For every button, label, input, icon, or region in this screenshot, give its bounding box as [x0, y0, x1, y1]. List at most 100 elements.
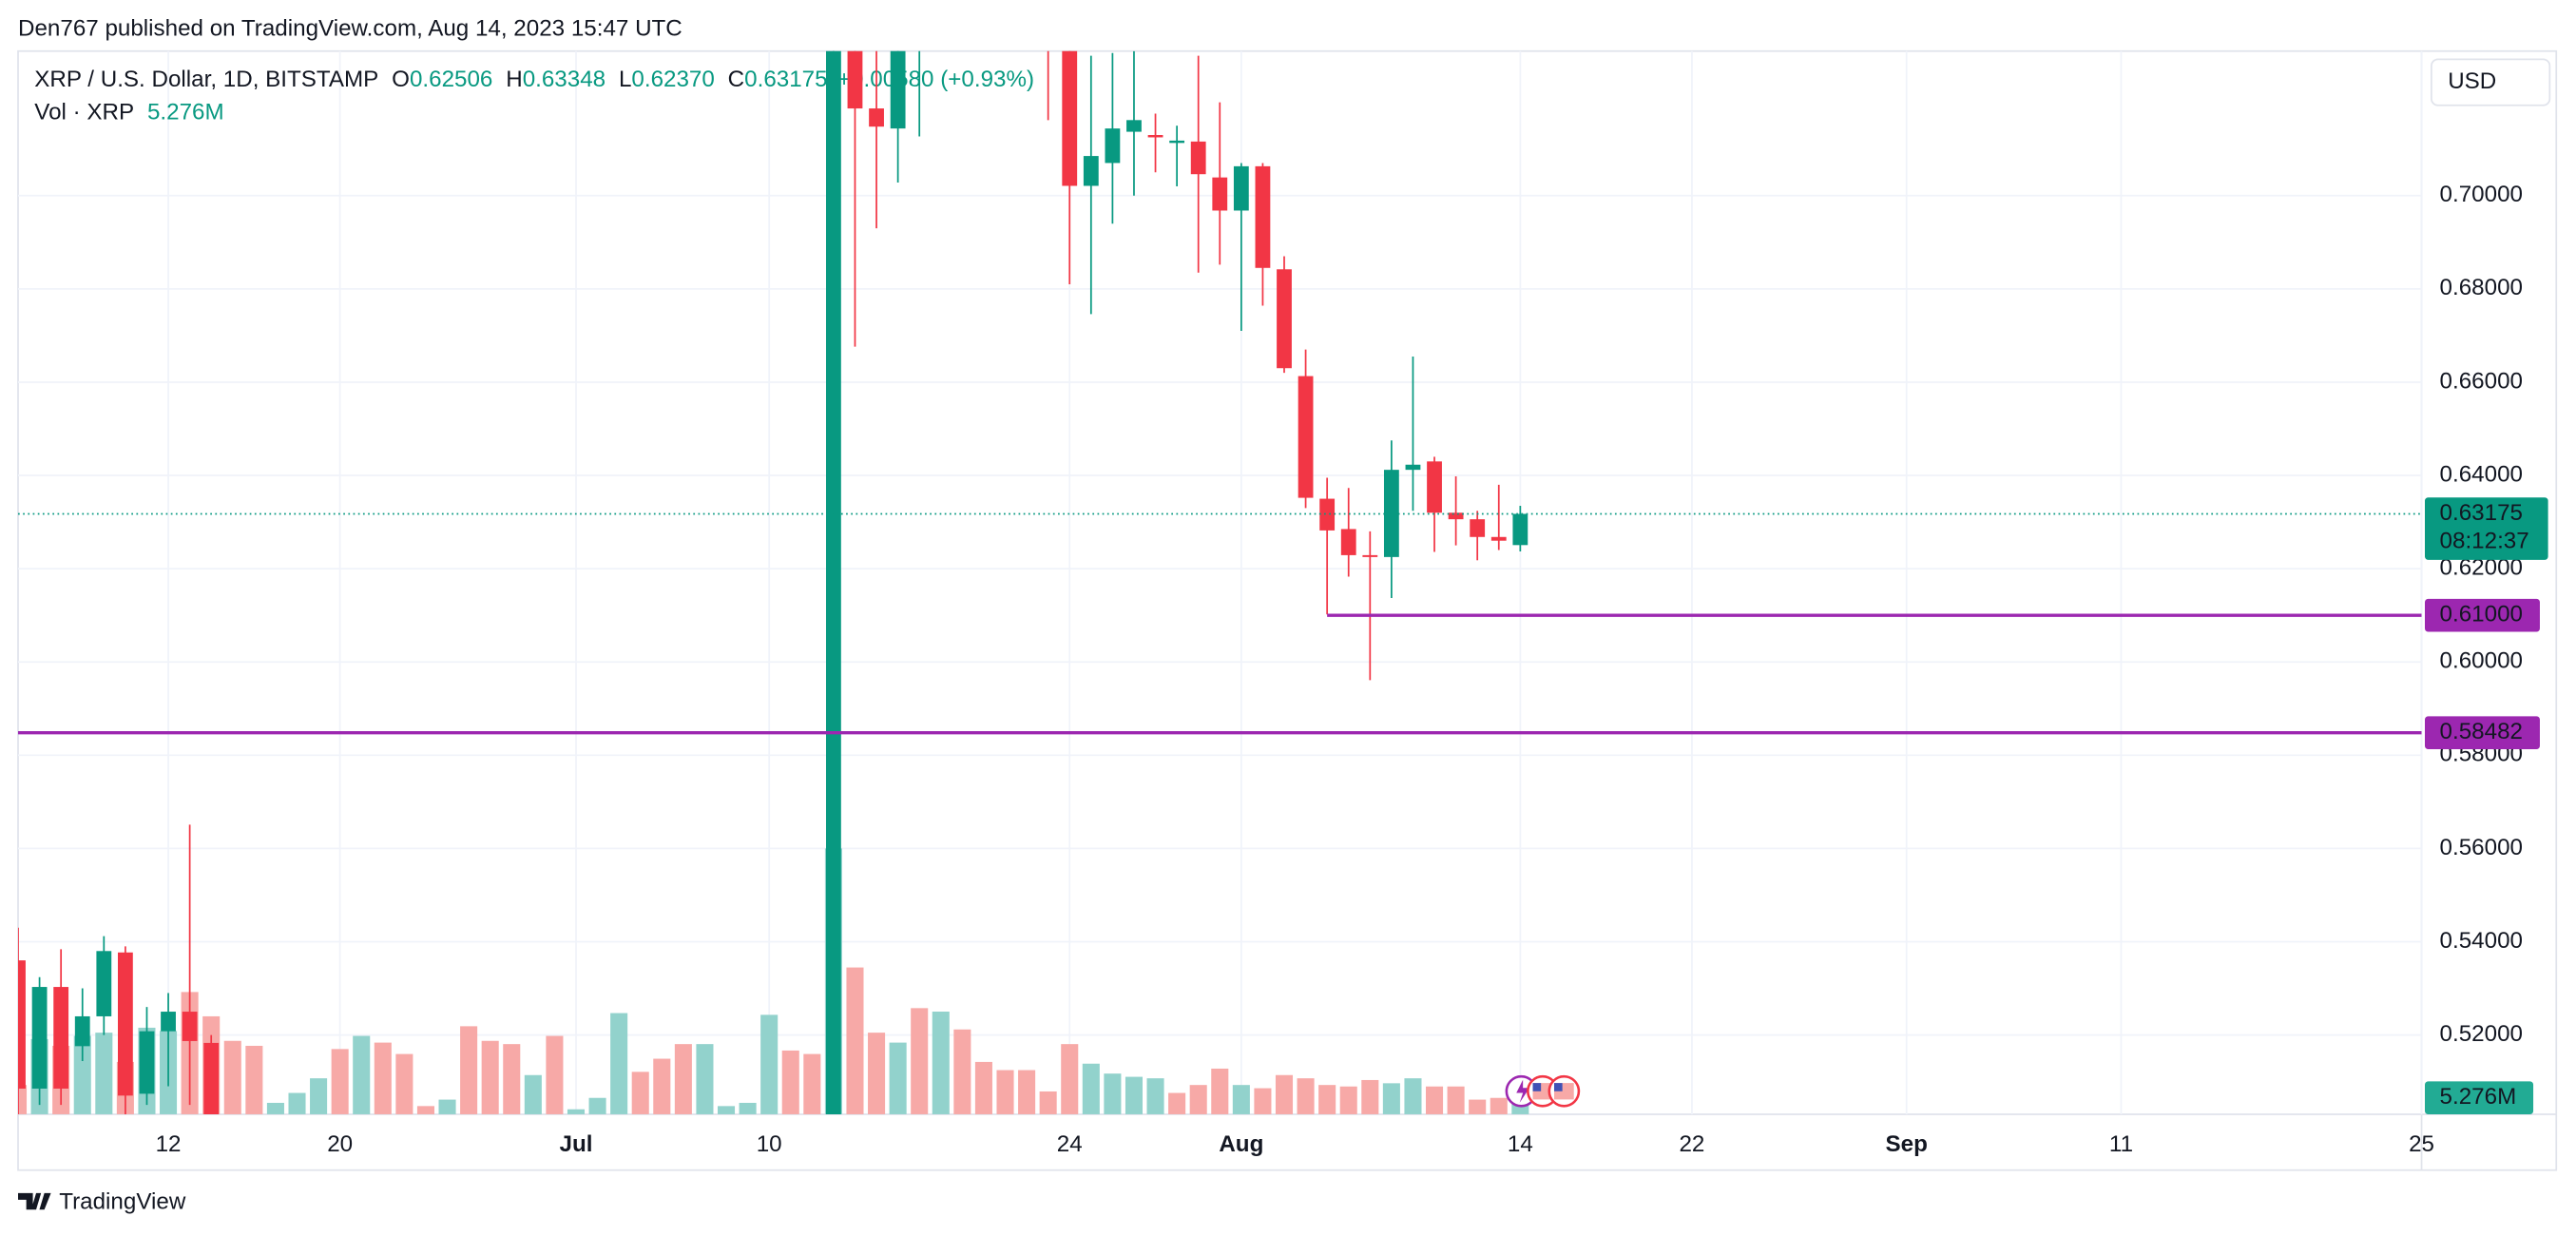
volume-bar: [653, 1058, 671, 1114]
candle-body: [1255, 165, 1271, 268]
volume-bar: [953, 1029, 971, 1114]
volume-value: 5.276M: [147, 100, 224, 126]
chart-frame: [17, 49, 2558, 1171]
volume-bar: [1061, 1044, 1079, 1114]
volume-bar: [524, 1074, 542, 1114]
volume-bar: [868, 1033, 886, 1114]
y-tick-label: 0.70000: [2440, 182, 2523, 207]
x-tick-label: 22: [1679, 1131, 1704, 1157]
currency-label[interactable]: USD: [2448, 68, 2496, 94]
y-tick-label: 0.56000: [2440, 835, 2523, 860]
volume-bar: [911, 1008, 929, 1114]
candle-body: [74, 1015, 90, 1047]
volume-bar: [1490, 1097, 1508, 1114]
candle-body: [1277, 269, 1292, 369]
plot-area: [18, 50, 2422, 1114]
volume-bar: [1168, 1092, 1186, 1114]
y-tick-label: 0.64000: [2440, 461, 2523, 487]
volume-bar: [760, 1014, 779, 1114]
flag-glyph: [1553, 1083, 1563, 1091]
currency-button-box[interactable]: [2431, 58, 2551, 106]
candle-body: [1083, 156, 1099, 186]
volume-bar: [588, 1097, 606, 1114]
x-tick-label: 25: [2409, 1131, 2434, 1157]
legend-line: Vol · XRP 5.276M: [34, 100, 223, 126]
volume-bar: [95, 1033, 113, 1114]
legend-key: C: [728, 67, 744, 92]
candle-body: [890, 50, 906, 129]
volume-bar: [1189, 1085, 1207, 1114]
candle-body: [1298, 376, 1314, 498]
x-tick-label: Aug: [1219, 1131, 1263, 1157]
volume-bar: [1125, 1076, 1144, 1114]
candle-body: [1169, 140, 1185, 144]
volume-label: 5.276M: [2440, 1084, 2517, 1110]
volume-bar: [1361, 1079, 1379, 1114]
last-price-label: 0.63175: [2440, 500, 2523, 526]
volume-bar: [696, 1044, 714, 1114]
legend-value: 0.63348: [523, 67, 606, 92]
volume-bar: [1275, 1074, 1294, 1114]
axes: 0.520000.540000.560000.580000.600000.620…: [156, 182, 2548, 1157]
candle-body: [1190, 141, 1206, 175]
volume-bar: [266, 1102, 284, 1114]
candle-body: [31, 987, 48, 1089]
candle-body: [1212, 177, 1228, 211]
volume-bar: [503, 1044, 521, 1114]
volume-bar: [1039, 1091, 1057, 1114]
legend-key: O: [392, 67, 410, 92]
x-tick-label: Sep: [1886, 1131, 1928, 1157]
header-text: Den767 published on TradingView.com, Aug…: [18, 16, 682, 42]
volume-bar: [996, 1070, 1014, 1114]
volume-bar: [739, 1102, 757, 1114]
volume-bar: [1339, 1086, 1357, 1114]
volume-bar: [1254, 1088, 1272, 1114]
flag-glyph: [1532, 1083, 1542, 1091]
event-icons: [1505, 1074, 1581, 1108]
volume-bar: [1469, 1099, 1487, 1114]
volume-label-box: [2424, 1081, 2534, 1114]
volume-bar: [846, 967, 864, 1114]
candle-body: [1470, 519, 1486, 537]
volume-bar: [416, 1106, 434, 1114]
candle-body: [1062, 50, 1078, 186]
price-label-box: [2424, 598, 2540, 632]
brand-name: TradingView: [59, 1189, 186, 1215]
candle-body: [1405, 464, 1421, 471]
volume-bar: [974, 1061, 992, 1114]
grid: [18, 50, 2423, 1114]
currency-button[interactable]: USD: [2431, 58, 2551, 106]
volume-bar: [610, 1013, 628, 1114]
candle-body: [1147, 135, 1163, 138]
volume-bar: [1232, 1085, 1250, 1114]
volume-bar: [932, 1011, 950, 1114]
volume-bar: [331, 1049, 349, 1114]
volume-bar: [460, 1026, 478, 1114]
volume-bar: [781, 1050, 799, 1114]
volume-bar: [631, 1072, 649, 1114]
candle-body: [847, 50, 863, 109]
x-tick-label: 11: [2109, 1131, 2133, 1157]
volume-bar: [438, 1099, 456, 1114]
volume-bar: [889, 1042, 907, 1114]
candle-body: [96, 951, 112, 1016]
volume-bar: [1018, 1070, 1036, 1114]
candle-body: [826, 50, 841, 1114]
legend-value: 0.62370: [631, 67, 714, 92]
y-tick-label: 0.54000: [2440, 928, 2523, 954]
candle-body: [1512, 513, 1528, 546]
volume-bar: [18, 1085, 28, 1114]
legend-line: XRP / U.S. Dollar, 1D, BITSTAMP O0.62506 H…: [34, 67, 1034, 92]
volume-bar: [1426, 1086, 1444, 1114]
volume-bar: [674, 1044, 692, 1114]
volume-bar: [310, 1078, 328, 1114]
candle-body: [139, 1031, 155, 1094]
candle-body: [203, 1042, 220, 1114]
volume-bar: [353, 1035, 371, 1114]
volume-bar: [395, 1053, 413, 1114]
price-label: 0.58482: [2440, 719, 2523, 744]
candle-body: [53, 987, 69, 1089]
candle-body: [1233, 165, 1249, 211]
